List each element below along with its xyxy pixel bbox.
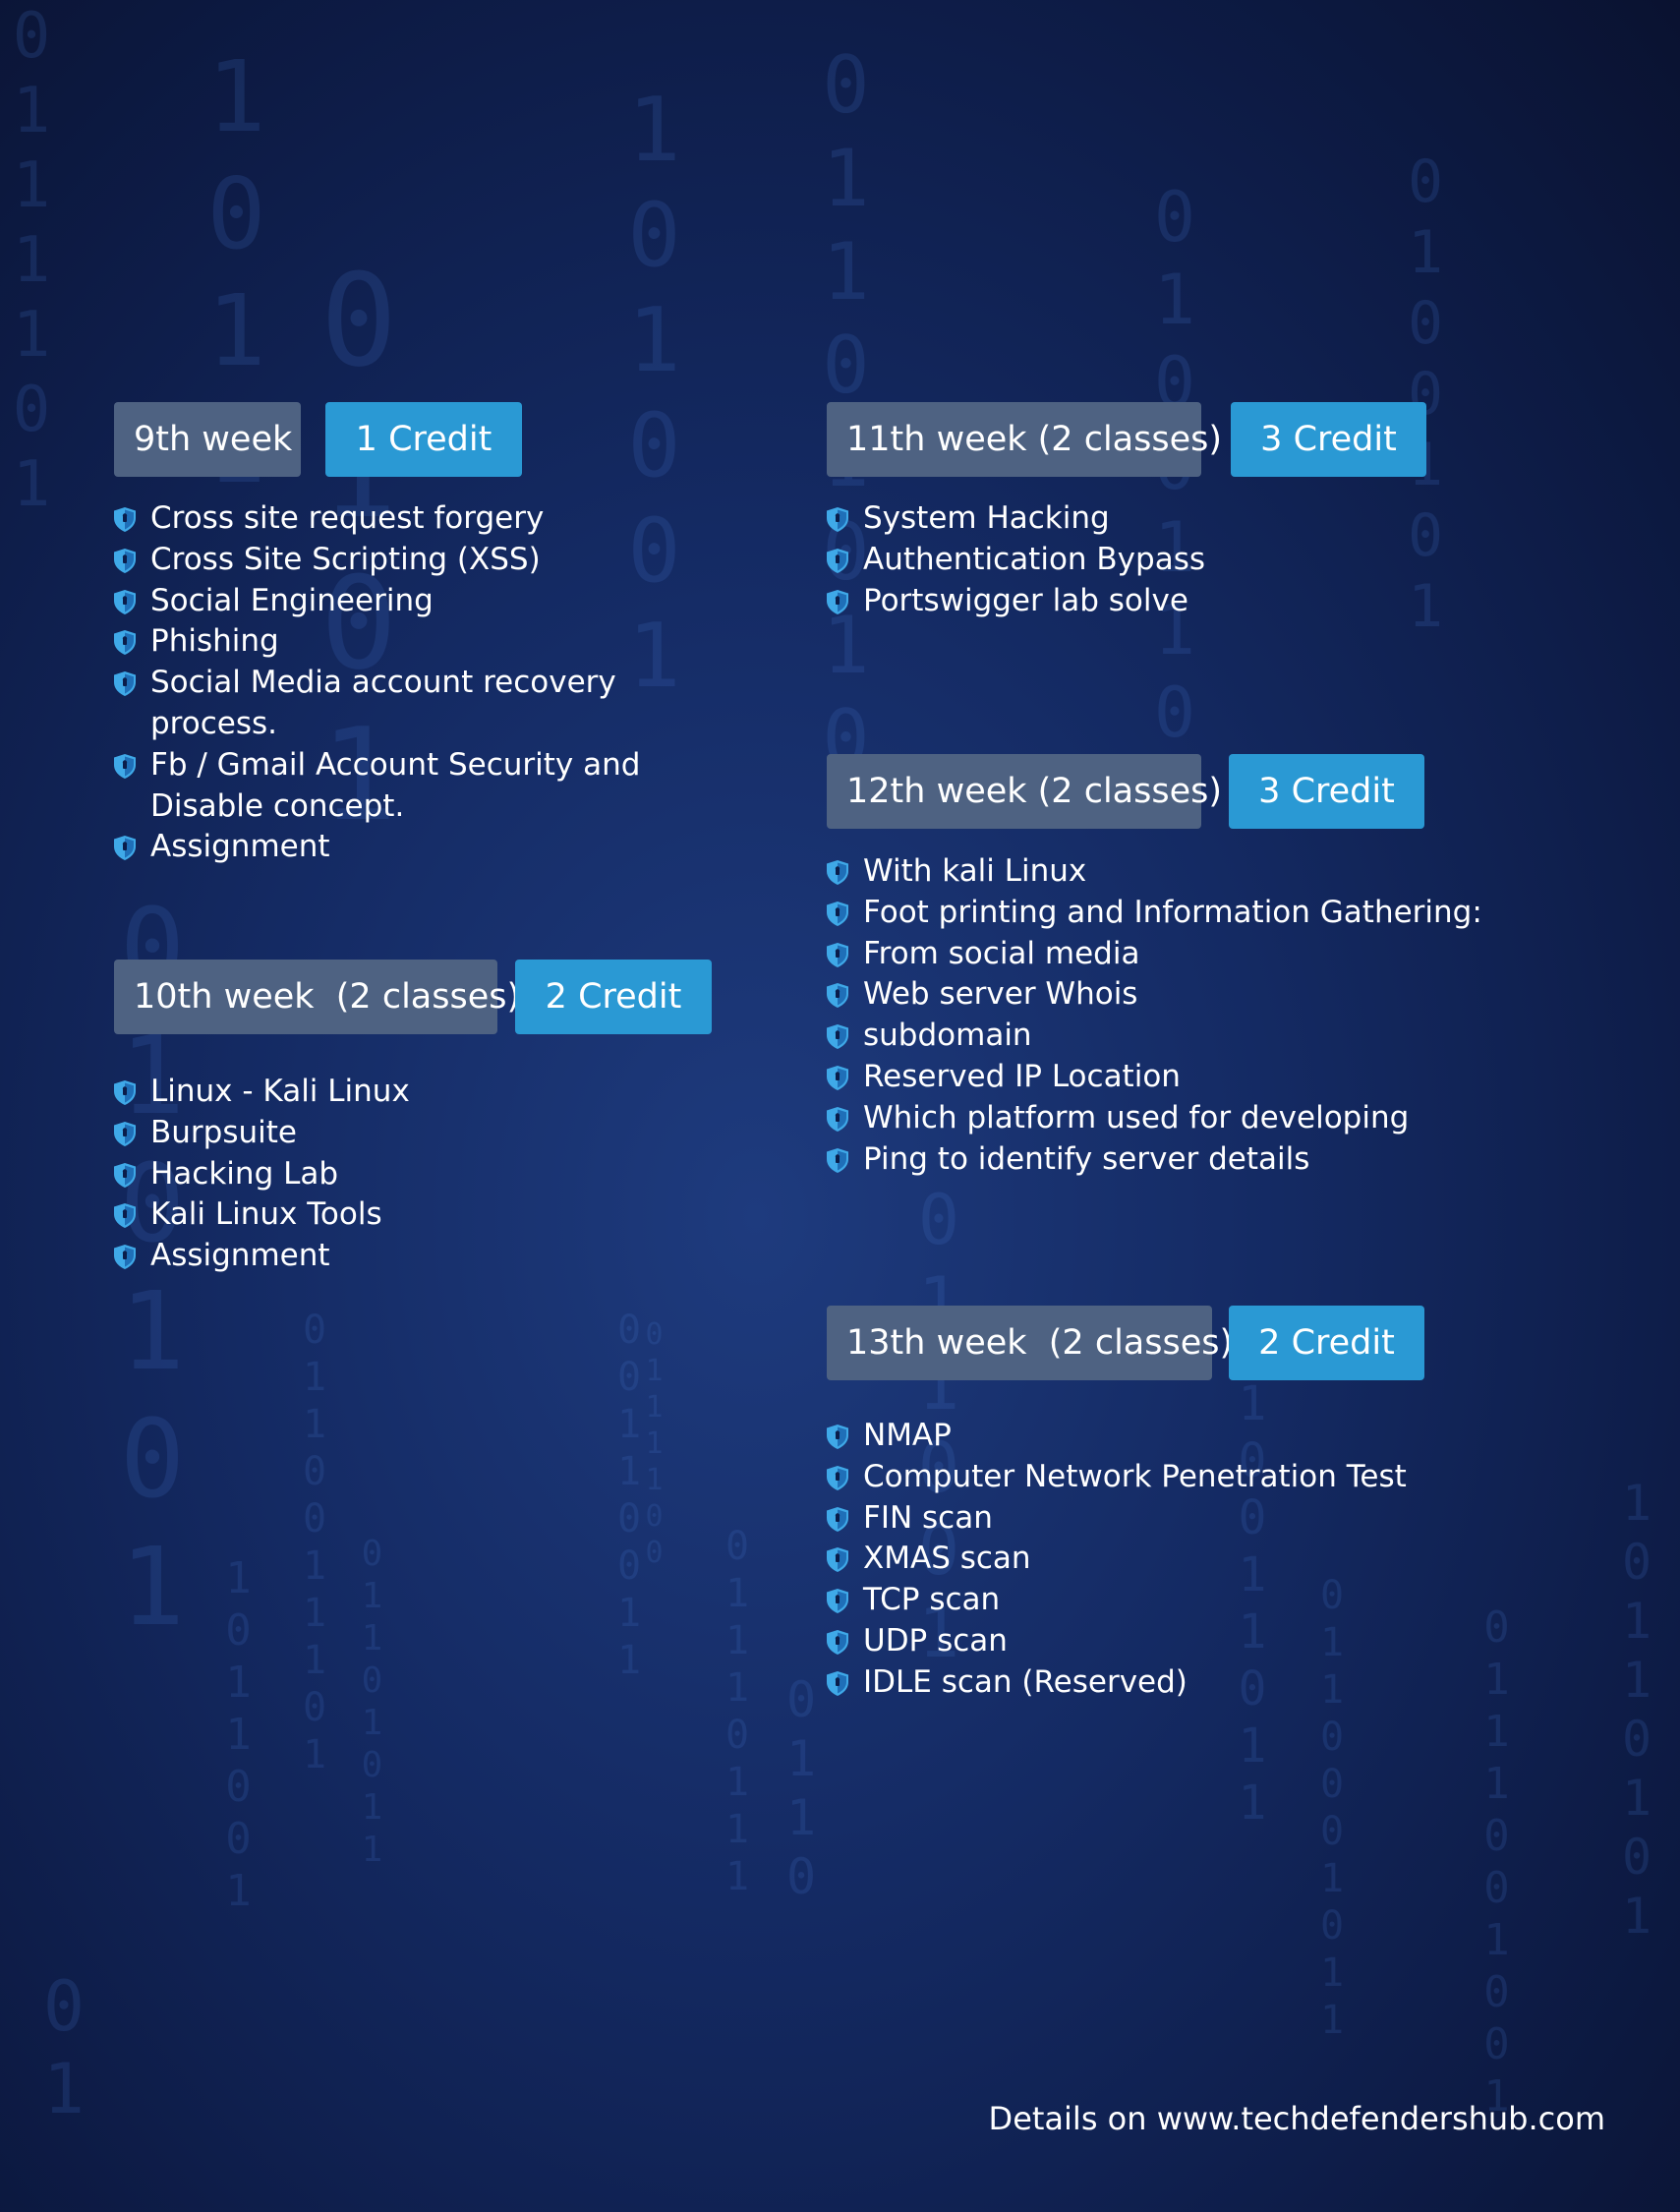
topic-list: With kali Linux Foot printing and Inform… <box>827 851 1574 1180</box>
week-label: 11th week (2 classes) <box>827 402 1222 477</box>
shield-icon <box>827 507 848 532</box>
list-item: With kali Linux <box>827 851 1574 893</box>
shield-icon <box>114 1245 136 1269</box>
list-item: Burpsuite <box>114 1113 743 1154</box>
list-item: FIN scan <box>827 1498 1574 1540</box>
credit-badge: 1 Credit <box>325 402 522 477</box>
shield-icon <box>114 836 136 860</box>
list-item: Kali Linux Tools <box>114 1194 743 1236</box>
list-item: Which platform used for developing <box>827 1098 1574 1139</box>
list-item: TCP scan <box>827 1580 1574 1621</box>
shield-icon <box>827 1466 848 1490</box>
list-item: Ping to identify server details <box>827 1139 1574 1181</box>
list-item: Social Engineering <box>114 581 743 622</box>
topic-list: Cross site request forgery Cross Site Sc… <box>114 498 743 868</box>
list-item: NMAP <box>827 1416 1574 1457</box>
shield-icon <box>114 1080 136 1105</box>
shield-icon <box>827 1589 848 1613</box>
shield-icon <box>827 1630 848 1655</box>
topic-list: Linux - Kali Linux Burpsuite Hacking Lab… <box>114 1072 743 1277</box>
shield-icon <box>827 860 848 885</box>
list-item: Assignment <box>114 827 743 868</box>
week-label: 13th week (2 classes) <box>827 1306 1233 1380</box>
list-item: Linux - Kali Linux <box>114 1072 743 1113</box>
shield-icon <box>827 590 848 614</box>
credit-badge: 2 Credit <box>1229 1306 1424 1380</box>
list-item: Portswigger lab solve <box>827 581 1515 622</box>
list-item: XMAS scan <box>827 1539 1574 1580</box>
shield-icon <box>827 983 848 1008</box>
shield-icon <box>827 1148 848 1173</box>
list-item: subdomain <box>827 1016 1574 1057</box>
credit-badge: 3 Credit <box>1231 402 1426 477</box>
shield-icon <box>827 1425 848 1449</box>
list-item: Foot printing and Information Gathering: <box>827 893 1574 934</box>
week-label: 10th week (2 classes) <box>114 960 520 1034</box>
week-13-block: 13th week (2 classes) 2 Credit NMAP Comp… <box>827 1306 1574 1704</box>
credit-badge: 2 Credit <box>515 960 712 1034</box>
topic-list: System Hacking Authentication Bypass Por… <box>827 498 1515 621</box>
week-label: 12th week (2 classes) <box>827 754 1222 829</box>
list-item: UDP scan <box>827 1621 1574 1662</box>
list-item: IDLE scan (Reserved) <box>827 1662 1574 1704</box>
list-item: Assignment <box>114 1236 743 1277</box>
list-item: Cross site request forgery <box>114 498 743 540</box>
list-item: Fb / Gmail Account Security and Disable … <box>114 745 743 828</box>
shield-icon <box>827 1671 848 1696</box>
shield-icon <box>114 671 136 696</box>
shield-icon <box>114 1122 136 1146</box>
shield-icon <box>114 754 136 779</box>
shield-icon <box>114 1203 136 1228</box>
list-item: Phishing <box>114 621 743 663</box>
list-item: Hacking Lab <box>114 1154 743 1195</box>
shield-icon <box>827 1066 848 1090</box>
week-9-block: 9th week 1 Credit Cross site request for… <box>114 402 743 868</box>
shield-icon <box>114 1163 136 1188</box>
list-item: Authentication Bypass <box>827 540 1515 581</box>
shield-icon <box>114 549 136 573</box>
shield-icon <box>827 549 848 573</box>
shield-icon <box>114 507 136 532</box>
list-item: Computer Network Penetration Test <box>827 1457 1574 1498</box>
topic-list: NMAP Computer Network Penetration Test F… <box>827 1416 1574 1704</box>
shield-icon <box>827 1547 848 1572</box>
shield-icon <box>827 1107 848 1132</box>
footer-details-link[interactable]: Details on www.techdefendershub.com <box>988 2100 1605 2137</box>
list-item: System Hacking <box>827 498 1515 540</box>
list-item: Reserved IP Location <box>827 1057 1574 1098</box>
week-10-block: 10th week (2 classes) 2 Credit Linux - K… <box>114 960 743 1277</box>
shield-icon <box>114 630 136 655</box>
week-label: 9th week <box>114 402 301 477</box>
week-11-block: 11th week (2 classes) 3 Credit System Ha… <box>827 402 1515 621</box>
credit-badge: 3 Credit <box>1229 754 1424 829</box>
shield-icon <box>114 590 136 614</box>
list-item: Social Media account recovery process. <box>114 663 743 745</box>
list-item: Web server Whois <box>827 974 1574 1016</box>
list-item: Cross Site Scripting (XSS) <box>114 540 743 581</box>
shield-icon <box>827 943 848 967</box>
shield-icon <box>827 902 848 926</box>
list-item: From social media <box>827 934 1574 975</box>
week-12-block: 12th week (2 classes) 3 Credit With kali… <box>827 754 1574 1180</box>
shield-icon <box>827 1507 848 1532</box>
shield-icon <box>827 1024 848 1049</box>
